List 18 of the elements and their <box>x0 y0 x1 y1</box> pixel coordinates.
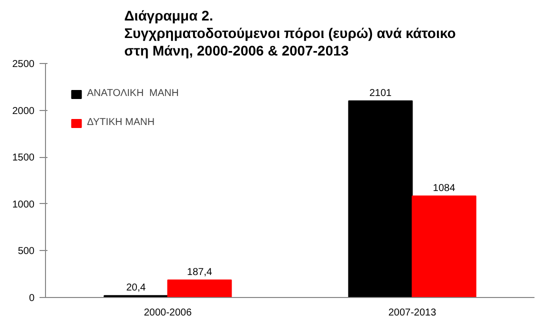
data-label: 1084 <box>432 183 456 194</box>
legend-label: ΑΝΑΤΟΛΙΚΗ ΜΑΝΗ <box>87 88 179 99</box>
x-tick-label: 2000-2006 <box>144 308 192 318</box>
data-label: 187,4 <box>187 266 212 278</box>
data-label: 2101 <box>369 88 392 99</box>
y-tick-label: 1000 <box>12 199 35 210</box>
y-tick-label: 0 <box>28 293 35 304</box>
y-tick-label: 2000 <box>12 106 35 117</box>
bar <box>167 279 232 298</box>
chart-title: Διάγραμμα 2. Συγχρηματοδοτούμενοι πόροι (ευρώ) ανά κάτοικο στη Μάνη, 2000-2006 & 2007-2013 <box>124 7 456 58</box>
y-tick-label: 2500 <box>12 59 35 70</box>
data-label: 20,4 <box>126 282 146 294</box>
legend-label: ΔΥΤΙΚΗ ΜΑΝΗ <box>87 117 155 128</box>
bar <box>348 100 413 298</box>
y-tick-label: 500 <box>18 246 35 258</box>
y-tick-label: 1500 <box>12 152 35 164</box>
bar <box>412 196 476 298</box>
x-tick-label: 2007-2013 <box>388 308 437 318</box>
